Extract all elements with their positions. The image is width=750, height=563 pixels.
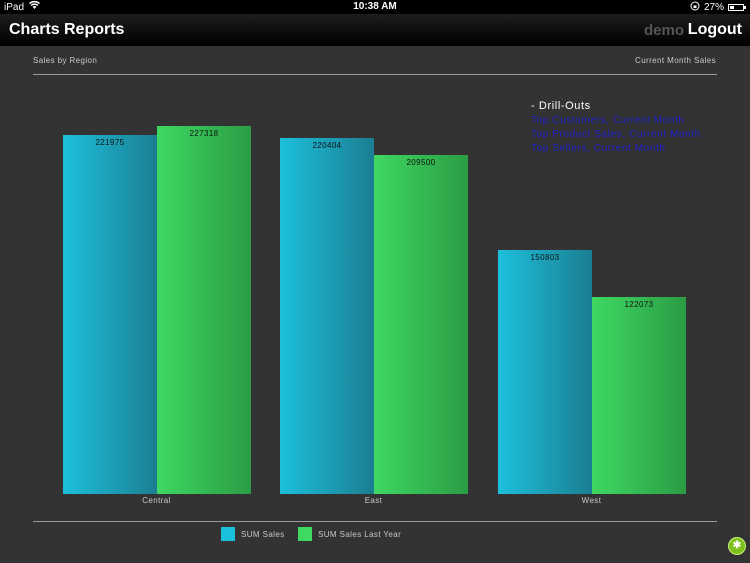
wifi-icon	[29, 0, 41, 13]
chart-subtitle: Current Month Sales	[635, 56, 716, 65]
legend-label-last-year: SUM Sales Last Year	[318, 529, 402, 539]
drill-outs-title: - Drill-Outs	[531, 100, 591, 112]
refresh-badge-icon[interactable]: ✱	[728, 537, 746, 555]
legend-sales: SUM Sales	[221, 527, 285, 541]
top-divider	[33, 74, 717, 75]
nav-bar: Charts Reports demo Logout	[0, 14, 750, 46]
bar-central-last-year[interactable]	[157, 126, 251, 494]
bar-value-label: 220404	[312, 140, 342, 150]
bar-west-sales[interactable]	[498, 250, 592, 494]
drill-link-top-customers[interactable]: Top Customers, Current Month	[531, 115, 685, 126]
chart-panel: Sales by Region Current Month Sales 2219…	[0, 46, 750, 563]
chart-title: Sales by Region	[33, 56, 98, 65]
bar-value-label: 122073	[624, 299, 654, 309]
drill-link-top-product-sales[interactable]: Top Product Sales, Current Month	[531, 129, 701, 140]
charts-nav-button[interactable]: Charts	[9, 21, 60, 38]
category-label: Central	[142, 496, 171, 505]
drill-link-top-sellers[interactable]: Top Sellers, Current Month	[531, 143, 666, 154]
orientation-lock-icon	[690, 1, 700, 14]
legend-swatch-last-year	[298, 527, 312, 541]
category-label: East	[364, 496, 383, 505]
status-bar: iPad 10:38 AM 27%	[0, 0, 750, 14]
legend-label-sales: SUM Sales	[241, 529, 285, 539]
device-label: iPad	[4, 1, 25, 13]
reports-nav-button[interactable]: Reports	[64, 21, 125, 38]
category-label: West	[581, 496, 602, 505]
bar-east-last-year[interactable]	[374, 155, 468, 494]
battery-icon	[728, 4, 746, 11]
bar-west-last-year[interactable]	[592, 296, 686, 494]
username-label: demo	[643, 22, 684, 39]
legend-last-year: SUM Sales Last Year	[298, 527, 401, 541]
drill-outs-panel: - Drill-Outs Top Customers, Current Mont…	[531, 100, 701, 156]
bar-central-sales[interactable]	[63, 135, 157, 494]
battery-percent: 27%	[703, 2, 724, 13]
bar-east-sales[interactable]	[280, 137, 374, 494]
bar-value-label: 227318	[189, 129, 219, 139]
legend-swatch-sales	[221, 527, 235, 541]
logout-button[interactable]: Logout	[687, 21, 742, 38]
bar-value-label: 150803	[530, 253, 560, 263]
bottom-divider	[33, 521, 717, 522]
bar-value-label: 221975	[95, 138, 125, 148]
bar-value-label: 209500	[406, 158, 436, 168]
status-time: 10:38 AM	[353, 1, 397, 12]
